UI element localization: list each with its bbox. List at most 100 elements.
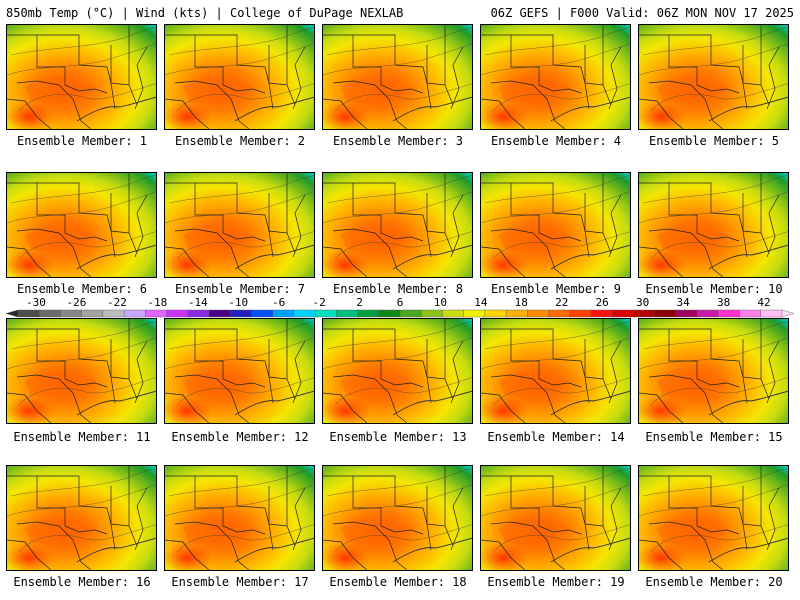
coastline xyxy=(708,96,788,122)
temperature-contours xyxy=(165,468,314,553)
coastline xyxy=(234,96,314,122)
temperature-contours xyxy=(7,175,156,260)
colorbar-bin xyxy=(378,309,401,318)
colorbar-bin xyxy=(696,309,719,318)
colorbar-bin xyxy=(187,309,210,318)
colorbar-bin xyxy=(569,309,592,318)
ensemble-map-panel xyxy=(480,24,631,130)
ensemble-member-label: Ensemble Member: 2 xyxy=(174,134,306,148)
colorbar-bin xyxy=(399,309,422,318)
coastline xyxy=(234,390,314,416)
ensemble-member-label: Ensemble Member: 13 xyxy=(329,430,467,444)
colorbar-tick-label: -2 xyxy=(312,296,325,309)
colorbar-bin xyxy=(314,309,337,318)
temperature-colorbar: -30 -26 -22 -18 -14 -10 -6 -2 2 6 10 14 18 22 26 30 34 38… xyxy=(5,296,795,318)
ensemble-member-label: Ensemble Member: 15 xyxy=(645,430,783,444)
ensemble-map-panel xyxy=(6,24,157,130)
colorbar-bin xyxy=(675,309,698,318)
temperature-contours xyxy=(7,468,156,553)
ensemble-member-label: Ensemble Member: 5 xyxy=(648,134,780,148)
ensemble-map-panel xyxy=(6,465,157,571)
temperature-contours xyxy=(165,27,314,112)
colorbar-min-arrow xyxy=(5,309,19,318)
coastline xyxy=(392,244,472,270)
colorbar-tick-label: -14 xyxy=(188,296,208,309)
colorbar-bin xyxy=(739,309,762,318)
temperature-contours xyxy=(165,321,314,406)
colorbar-tick-label: -10 xyxy=(228,296,248,309)
colorbar-bin xyxy=(548,309,571,318)
ensemble-member-label: Ensemble Member: 1 xyxy=(16,134,148,148)
colorbar-bin xyxy=(81,309,104,318)
ensemble-map-panel xyxy=(164,24,315,130)
colorbar-bin xyxy=(463,309,486,318)
state-borders xyxy=(481,25,622,129)
colorbar-bin xyxy=(145,309,168,318)
state-borders xyxy=(639,466,780,570)
chart-title: 850mb Temp (°C) | Wind (kts) | College o… xyxy=(6,6,404,20)
colorbar-max-arrow xyxy=(781,309,795,318)
colorbar-bin xyxy=(17,309,40,318)
colorbar-tick-label: -26 xyxy=(66,296,86,309)
ensemble-member-label: Ensemble Member: 14 xyxy=(487,430,625,444)
coastline xyxy=(234,244,314,270)
ensemble-member-label: Ensemble Member: 9 xyxy=(490,282,622,296)
colorbar-tick-label: 18 xyxy=(515,296,528,309)
state-borders xyxy=(7,25,148,129)
colorbar-tick-label: 10 xyxy=(434,296,447,309)
ensemble-member-label: Ensemble Member: 10 xyxy=(645,282,783,296)
colorbar-tick-label: 14 xyxy=(474,296,488,309)
ensemble-member-label: Ensemble Member: 6 xyxy=(16,282,148,296)
temperature-contours xyxy=(481,468,630,553)
colorbar-bin xyxy=(251,309,274,318)
temperature-contours xyxy=(323,27,472,112)
colorbar-tick-label: -22 xyxy=(107,296,127,309)
colorbar-bin xyxy=(230,309,253,318)
ensemble-map-panel xyxy=(322,465,473,571)
coastline xyxy=(392,537,472,563)
temperature-contours xyxy=(7,27,156,112)
coastline xyxy=(76,96,156,122)
temperature-contours xyxy=(481,321,630,406)
ensemble-member-label: Ensemble Member: 17 xyxy=(171,575,309,589)
colorbar-bin xyxy=(336,309,359,318)
ensemble-map-panel xyxy=(480,172,631,278)
colorbar-bin xyxy=(484,309,507,318)
ensemble-map-panel xyxy=(164,465,315,571)
colorbar-tick-label: 42 xyxy=(757,296,770,309)
coastline xyxy=(392,96,472,122)
ensemble-map-panel xyxy=(322,24,473,130)
temperature-contours xyxy=(323,175,472,260)
ensemble-map-panel xyxy=(638,465,789,571)
state-borders xyxy=(165,173,306,277)
coastline xyxy=(550,390,630,416)
ensemble-map-panel xyxy=(480,465,631,571)
coastline xyxy=(708,537,788,563)
coastline xyxy=(708,244,788,270)
colorbar-bin xyxy=(357,309,380,318)
state-borders xyxy=(481,173,622,277)
coastline xyxy=(76,390,156,416)
colorbar-bin xyxy=(39,309,62,318)
temperature-contours xyxy=(481,175,630,260)
state-borders xyxy=(165,319,306,423)
ensemble-member-label: Ensemble Member: 12 xyxy=(171,430,309,444)
colorbar-bin xyxy=(208,309,231,318)
colorbar-tick-label: -6 xyxy=(272,296,285,309)
colorbar-bin xyxy=(633,309,656,318)
colorbar-bin xyxy=(527,309,550,318)
temperature-contours xyxy=(165,175,314,260)
ensemble-map-panel xyxy=(6,172,157,278)
colorbar-tick-label: 34 xyxy=(676,296,690,309)
temperature-contours xyxy=(639,175,788,260)
ensemble-member-label: Ensemble Member: 3 xyxy=(332,134,464,148)
colorbar-bin xyxy=(60,309,83,318)
state-borders xyxy=(323,319,464,423)
colorbar-bin xyxy=(272,309,295,318)
state-borders xyxy=(7,173,148,277)
state-borders xyxy=(323,25,464,129)
state-borders xyxy=(165,25,306,129)
state-borders xyxy=(639,25,780,129)
coastline xyxy=(76,537,156,563)
ensemble-map-panel xyxy=(638,172,789,278)
